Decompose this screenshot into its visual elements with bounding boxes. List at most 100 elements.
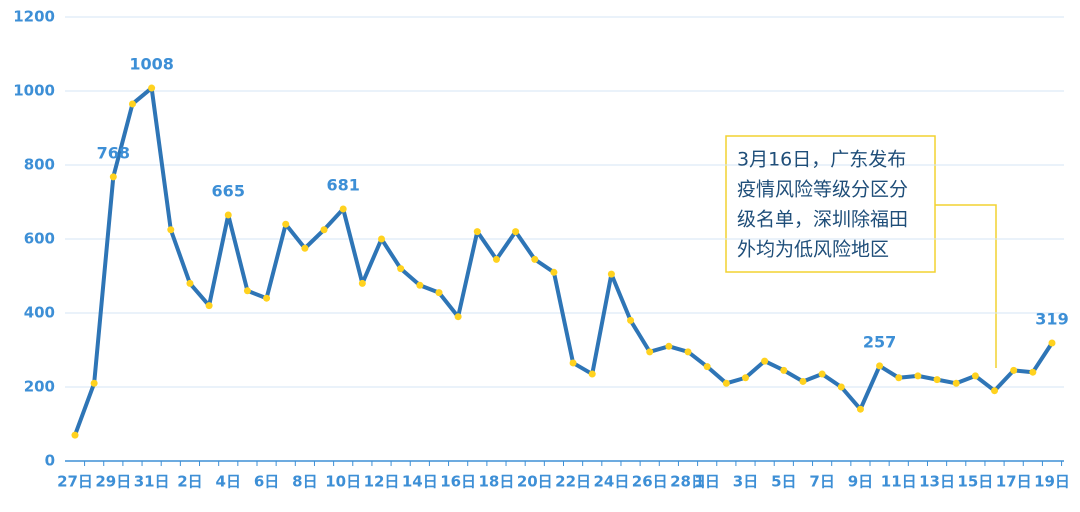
x-tick-label: 2日 <box>177 473 202 491</box>
point <box>531 255 539 263</box>
x-tick-label: 5日 <box>771 473 796 491</box>
point <box>588 370 596 378</box>
point <box>933 376 941 384</box>
point <box>128 100 136 108</box>
point <box>607 270 615 278</box>
point <box>109 173 117 181</box>
point <box>569 359 577 367</box>
data-label: 768 <box>97 143 130 162</box>
x-tick-label: 16日 <box>440 473 476 491</box>
point <box>856 405 864 413</box>
x-tick-label: 27日 <box>57 473 93 491</box>
y-tick-label: 800 <box>24 156 55 174</box>
point <box>167 226 175 234</box>
point <box>991 387 999 395</box>
x-tick-label: 6日 <box>254 473 279 491</box>
annotation-text: 疫情风险等级分区分 <box>737 179 908 201</box>
annotation-text: 级名单，深圳除福田 <box>737 209 908 231</box>
point <box>397 265 405 273</box>
x-tick-label: 18日 <box>479 473 515 491</box>
x-tick-label: 24日 <box>593 473 629 491</box>
x-tick-label: 4日 <box>216 473 241 491</box>
point <box>646 348 654 356</box>
point <box>224 211 232 219</box>
point <box>282 220 290 228</box>
point <box>378 235 386 243</box>
annotation-text: 3月16日，广东发布 <box>737 149 906 171</box>
point <box>895 374 903 382</box>
x-tick-label: 14日 <box>402 473 438 491</box>
point <box>186 279 194 287</box>
x-tick-label: 28日 <box>670 473 706 491</box>
point <box>837 383 845 391</box>
point <box>71 431 79 439</box>
x-tick-label: 8日 <box>292 473 317 491</box>
point <box>780 366 788 374</box>
point <box>1029 368 1037 376</box>
y-tick-label: 600 <box>24 230 55 248</box>
point <box>799 377 807 385</box>
x-tick-label: 19日 <box>1034 473 1070 491</box>
point <box>684 348 692 356</box>
y-tick-label: 0 <box>45 452 55 470</box>
x-tick-label: 10日 <box>325 473 361 491</box>
point <box>722 379 730 387</box>
x-tick-label: 12日 <box>364 473 400 491</box>
x-tick-label: 29日 <box>95 473 131 491</box>
point <box>205 302 213 310</box>
point <box>741 374 749 382</box>
point <box>435 289 443 297</box>
point <box>148 84 156 92</box>
annotation-text: 外均为低风险地区 <box>737 239 889 261</box>
point <box>550 268 558 276</box>
x-tick-label: 15日 <box>957 473 993 491</box>
x-tick-label: 13日 <box>919 473 955 491</box>
annotation-connector <box>935 204 997 368</box>
point <box>473 228 481 236</box>
x-tick-label: 26日 <box>632 473 668 491</box>
point <box>454 313 462 321</box>
point <box>761 357 769 365</box>
x-tick-label: 31日 <box>134 473 170 491</box>
point <box>818 370 826 378</box>
x-tick-label: 11日 <box>881 473 917 491</box>
y-tick-label: 1200 <box>13 8 55 26</box>
point <box>90 379 98 387</box>
point <box>914 372 922 380</box>
point <box>512 228 520 236</box>
x-tick-label: 1日 <box>694 473 719 491</box>
data-label: 665 <box>212 181 245 200</box>
x-tick-label: 9日 <box>848 473 873 491</box>
point <box>876 362 884 370</box>
y-tick-label: 200 <box>24 378 55 396</box>
point <box>627 316 635 324</box>
annotation-box <box>725 135 936 273</box>
point <box>320 226 328 234</box>
y-tick-label: 1000 <box>13 82 55 100</box>
x-tick-label: 22日 <box>555 473 591 491</box>
data-label: 681 <box>326 176 359 195</box>
y-tick-label: 400 <box>24 304 55 322</box>
point <box>703 363 711 371</box>
point <box>301 244 309 252</box>
point <box>971 372 979 380</box>
data-label: 1008 <box>129 55 174 74</box>
point <box>1048 339 1056 347</box>
point <box>243 287 251 295</box>
x-tick-label: 7日 <box>809 473 834 491</box>
point <box>263 294 271 302</box>
data-label: 319 <box>1035 309 1068 328</box>
x-tick-label: 17日 <box>996 473 1032 491</box>
series-line <box>73 86 1054 436</box>
point <box>358 279 366 287</box>
point <box>952 379 960 387</box>
point <box>665 342 673 350</box>
x-tick-label: 20日 <box>517 473 553 491</box>
point <box>416 281 424 289</box>
point <box>1010 366 1018 374</box>
x-tick-label: 3日 <box>733 473 758 491</box>
point <box>492 255 500 263</box>
data-label: 257 <box>863 332 896 351</box>
